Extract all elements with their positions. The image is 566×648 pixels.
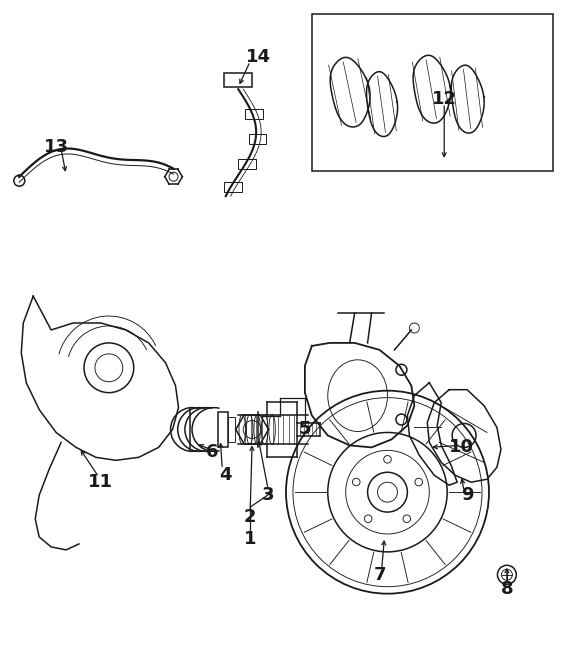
Bar [224, 181, 242, 192]
Text: 9: 9 [461, 486, 473, 504]
Bar [228, 417, 235, 443]
Bar [238, 159, 256, 168]
Text: 14: 14 [246, 49, 271, 66]
Text: 7: 7 [373, 566, 386, 584]
Bar [245, 109, 263, 119]
Text: 4: 4 [219, 467, 231, 484]
Bar [312, 14, 552, 171]
Text: 2: 2 [244, 508, 256, 526]
Text: 6: 6 [206, 443, 218, 461]
Text: 12: 12 [432, 90, 457, 108]
Bar [218, 411, 228, 447]
Text: 13: 13 [44, 138, 68, 156]
Text: 10: 10 [449, 439, 474, 456]
Bar [248, 134, 267, 144]
Text: 1: 1 [244, 530, 256, 548]
Bar [224, 73, 252, 87]
Text: 8: 8 [500, 580, 513, 597]
Text: 3: 3 [262, 486, 275, 504]
Text: 5: 5 [299, 421, 311, 439]
Text: 11: 11 [88, 473, 113, 491]
